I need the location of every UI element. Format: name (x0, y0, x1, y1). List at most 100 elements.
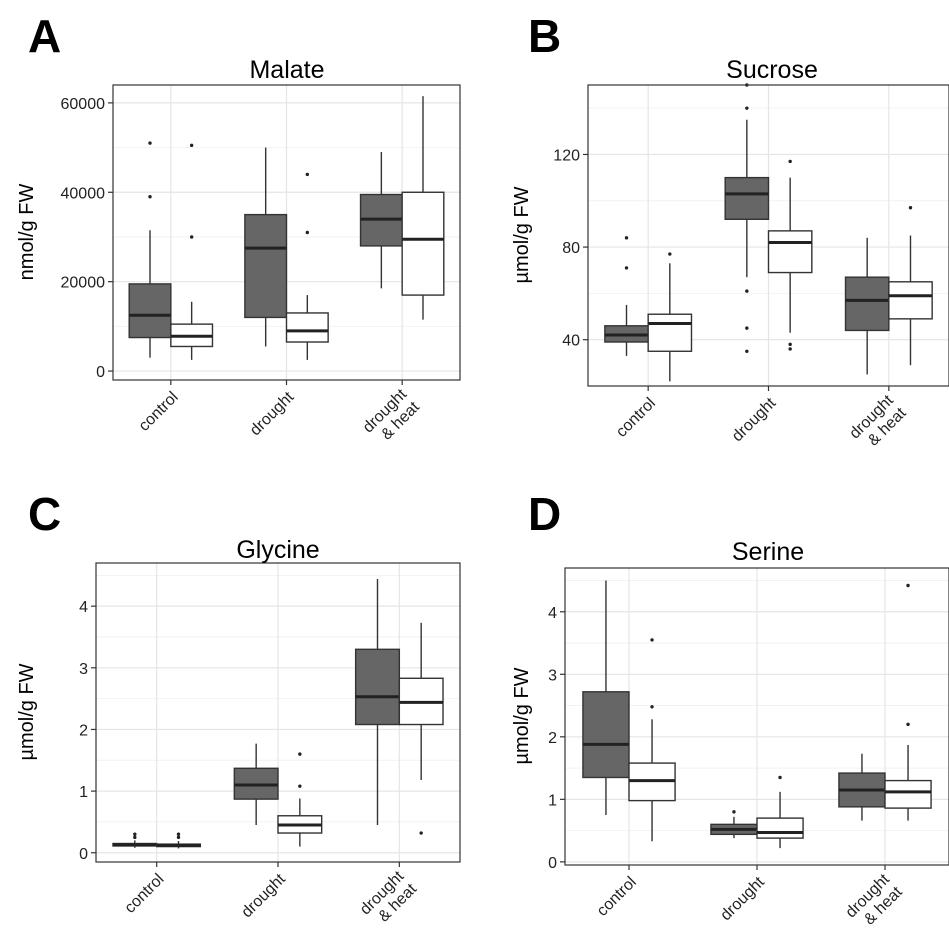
box-drought-and-heat-series-2 (401, 96, 445, 320)
box-drought-and-heat-series-2 (888, 206, 933, 366)
outlier-point (298, 752, 302, 756)
y-axis-label: µmol/g FW (511, 667, 533, 764)
box-iqr (285, 312, 329, 343)
outlier-point (788, 347, 792, 351)
outlier-point (650, 638, 654, 642)
y-tick-label: 2 (548, 730, 557, 747)
box-control-series-2 (647, 252, 693, 382)
box-iqr (756, 817, 804, 839)
outlier-point (668, 252, 672, 256)
outlier-point (176, 835, 181, 840)
y-tick-label: 3 (79, 661, 88, 678)
box-drought-series-2 (277, 752, 323, 847)
outlier-point (778, 775, 782, 780)
panel-title: Glycine (236, 536, 319, 564)
outlier-point (906, 583, 910, 588)
x-tick-label: control (594, 874, 640, 920)
panel-letter: C (28, 488, 61, 540)
panel-letter: D (528, 488, 561, 540)
box-drought-series-1 (233, 743, 279, 826)
box-iqr (401, 191, 445, 296)
x-tick-label: drought& heat (357, 868, 421, 932)
box-iqr (844, 276, 890, 332)
outlier-point (745, 106, 749, 110)
outlier-point (148, 141, 152, 145)
panel-letter: A (28, 10, 61, 62)
outlier-point (745, 289, 749, 293)
outlier-point (650, 705, 654, 709)
box-iqr (354, 648, 401, 726)
panel-a: 0 20000 40000 60000 control drought drought& h… (16, 10, 461, 443)
outlier-point (908, 206, 913, 210)
box-iqr (244, 213, 288, 319)
x-tick-label: drought (729, 394, 780, 445)
y-tick-label: 0 (96, 364, 105, 381)
box-drought-series-1 (724, 83, 770, 353)
box-iqr (888, 281, 933, 320)
outlier-point (624, 236, 629, 240)
panel-title: Sucrose (726, 56, 818, 84)
box-control-series-1 (128, 141, 172, 358)
outlier-point (745, 349, 749, 353)
x-tick-label-line: drought (717, 873, 768, 924)
box-drought-series-2 (285, 172, 329, 360)
box-control-series-1 (582, 580, 630, 815)
y-tick-label: 120 (553, 147, 580, 164)
y-tick-label: 4 (79, 599, 88, 616)
y-tick-label: 40000 (61, 185, 106, 202)
outlier-point (624, 266, 629, 270)
box-drought-and-heat-series-1 (838, 753, 886, 821)
outlier-point (148, 195, 152, 199)
x-tick-label: drought& heat (846, 392, 910, 456)
x-tick-label: drought (247, 388, 298, 439)
outlier-point (788, 342, 792, 347)
y-tick-label: 80 (562, 240, 580, 257)
y-tick-label: 1 (79, 784, 88, 801)
x-tick-label-line: drought (729, 394, 780, 445)
y-tick-label: 3 (548, 667, 557, 684)
y-tick-label: 4 (548, 605, 557, 622)
outlier-point (189, 143, 194, 148)
x-tick-label-line: drought (238, 870, 289, 921)
panel-title: Serine (732, 538, 804, 566)
y-tick-label: 1 (548, 792, 557, 809)
box-drought-series-1 (244, 147, 288, 347)
x-tick-label-line: drought (247, 388, 298, 439)
y-tick-label: 20000 (61, 275, 106, 292)
y-tick-label: 0 (79, 846, 88, 863)
box-drought-series-1 (710, 810, 758, 839)
box-drought-and-heat-series-2 (398, 622, 444, 835)
x-tick-label-line: control (136, 389, 182, 435)
outlier-point (305, 230, 310, 235)
outlier-point (732, 810, 736, 814)
x-tick-label: control (136, 389, 182, 435)
box-drought-and-heat-series-2 (884, 583, 932, 821)
y-axis-label: nmol/g FW (16, 184, 38, 281)
x-tick-label: drought (238, 870, 289, 921)
panel-letter: B (528, 10, 561, 62)
x-tick-label: control (613, 395, 659, 441)
panel-title: Malate (249, 56, 324, 84)
panel-d: 0 1 2 3 4 control drought drought& heat D Serine µ… (511, 488, 949, 935)
x-tick-label-line: control (594, 874, 640, 920)
y-axis-label: µmol/g FW (511, 186, 533, 283)
y-tick-label: 2 (79, 722, 88, 739)
outlier-point (788, 159, 792, 164)
y-tick-label: 60000 (61, 96, 106, 113)
panel-c: 0 1 2 3 4 control drought drought& heat C Glycine… (16, 488, 461, 932)
y-tick-label: 40 (562, 333, 580, 350)
box-drought-series-2 (767, 159, 813, 351)
x-tick-label-line: control (122, 871, 168, 917)
outlier-point (133, 835, 137, 840)
box-iqr (647, 313, 693, 352)
box-iqr (724, 176, 770, 220)
y-tick-label: 0 (548, 855, 557, 872)
box-iqr (582, 691, 630, 779)
x-tick-label: drought& heat (843, 871, 907, 935)
box-control-series-2 (155, 832, 202, 849)
box-iqr (884, 779, 932, 809)
outlier-point (745, 326, 749, 330)
box-iqr (128, 283, 172, 339)
y-axis-label: µmol/g FW (16, 663, 38, 760)
